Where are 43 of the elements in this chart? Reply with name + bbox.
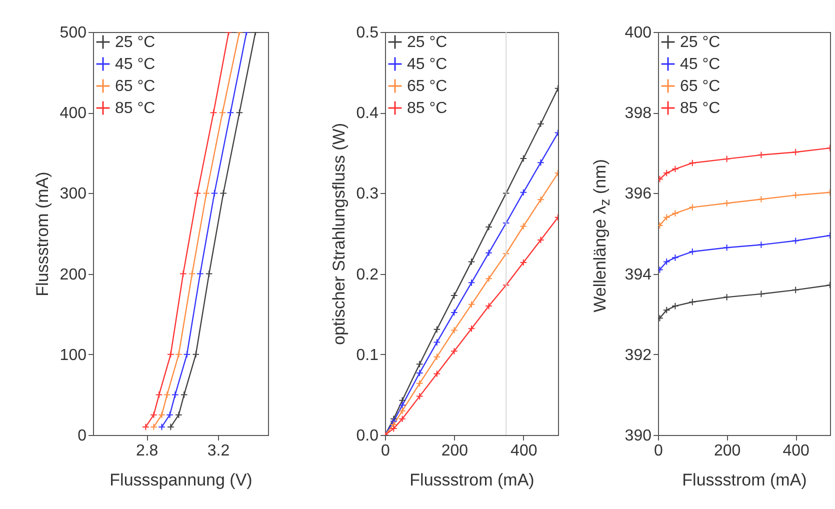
y-tick-label: 0.4 xyxy=(356,105,379,122)
x-tick-label: 400 xyxy=(510,442,538,460)
y-tick-label: 394 xyxy=(624,266,652,284)
y-tick-label: 200 xyxy=(60,266,87,284)
x-tick-label: 2.8 xyxy=(136,442,158,460)
x-axis-title: Flussstrom (mA) xyxy=(410,470,534,490)
legend-label: 25 °C xyxy=(115,34,156,51)
y-tick-label: 400 xyxy=(60,105,87,122)
legend-label: 65 °C xyxy=(680,78,720,95)
y-tick-label: 300 xyxy=(60,186,87,203)
x-tick-label: 0 xyxy=(654,442,664,460)
x-tick-label: 3.2 xyxy=(207,442,230,460)
y-tick-label: 400 xyxy=(624,24,652,42)
legend-label: 85 °C xyxy=(115,100,156,117)
y-tick-label: 100 xyxy=(60,346,87,364)
y-tick-label: 396 xyxy=(624,186,652,203)
x-tick-label: 200 xyxy=(441,442,468,460)
legend-label: 45 °C xyxy=(680,56,720,73)
y-axis-title: Flussstrom (mA) xyxy=(32,172,52,296)
y-tick-label: 0.1 xyxy=(356,346,379,364)
y-axis-title: optischer Strahlungsfluss (W) xyxy=(329,122,348,346)
x-tick-label: 200 xyxy=(714,442,741,460)
legend-label: 25 °C xyxy=(680,34,720,51)
y-tick-label: 0.2 xyxy=(356,266,379,284)
legend-label: 45 °C xyxy=(115,56,156,73)
y-tick-label: 398 xyxy=(624,105,652,122)
y-tick-label: 0.5 xyxy=(356,24,379,42)
y-tick-label: 390 xyxy=(624,428,652,444)
x-axis-title: Flussstrom (mA) xyxy=(682,470,807,490)
legend-label: 45 °C xyxy=(407,56,448,73)
y-tick-label: 500 xyxy=(60,24,87,42)
legend-label: 65 °C xyxy=(115,78,156,95)
x-tick-label: 0 xyxy=(381,442,390,460)
x-axis-title: Flussspannung (V) xyxy=(110,470,252,490)
legend-label: 65 °C xyxy=(407,78,448,95)
x-tick-label: 400 xyxy=(782,442,810,460)
legend-label: 85 °C xyxy=(680,100,720,117)
y-tick-label: 0.3 xyxy=(356,186,379,203)
y-tick-label: 0 xyxy=(78,428,87,444)
legend-label: 25 °C xyxy=(407,34,448,51)
legend-label: 85 °C xyxy=(407,100,448,117)
y-tick-label: 0.0 xyxy=(356,428,379,444)
y-tick-label: 392 xyxy=(624,346,652,364)
